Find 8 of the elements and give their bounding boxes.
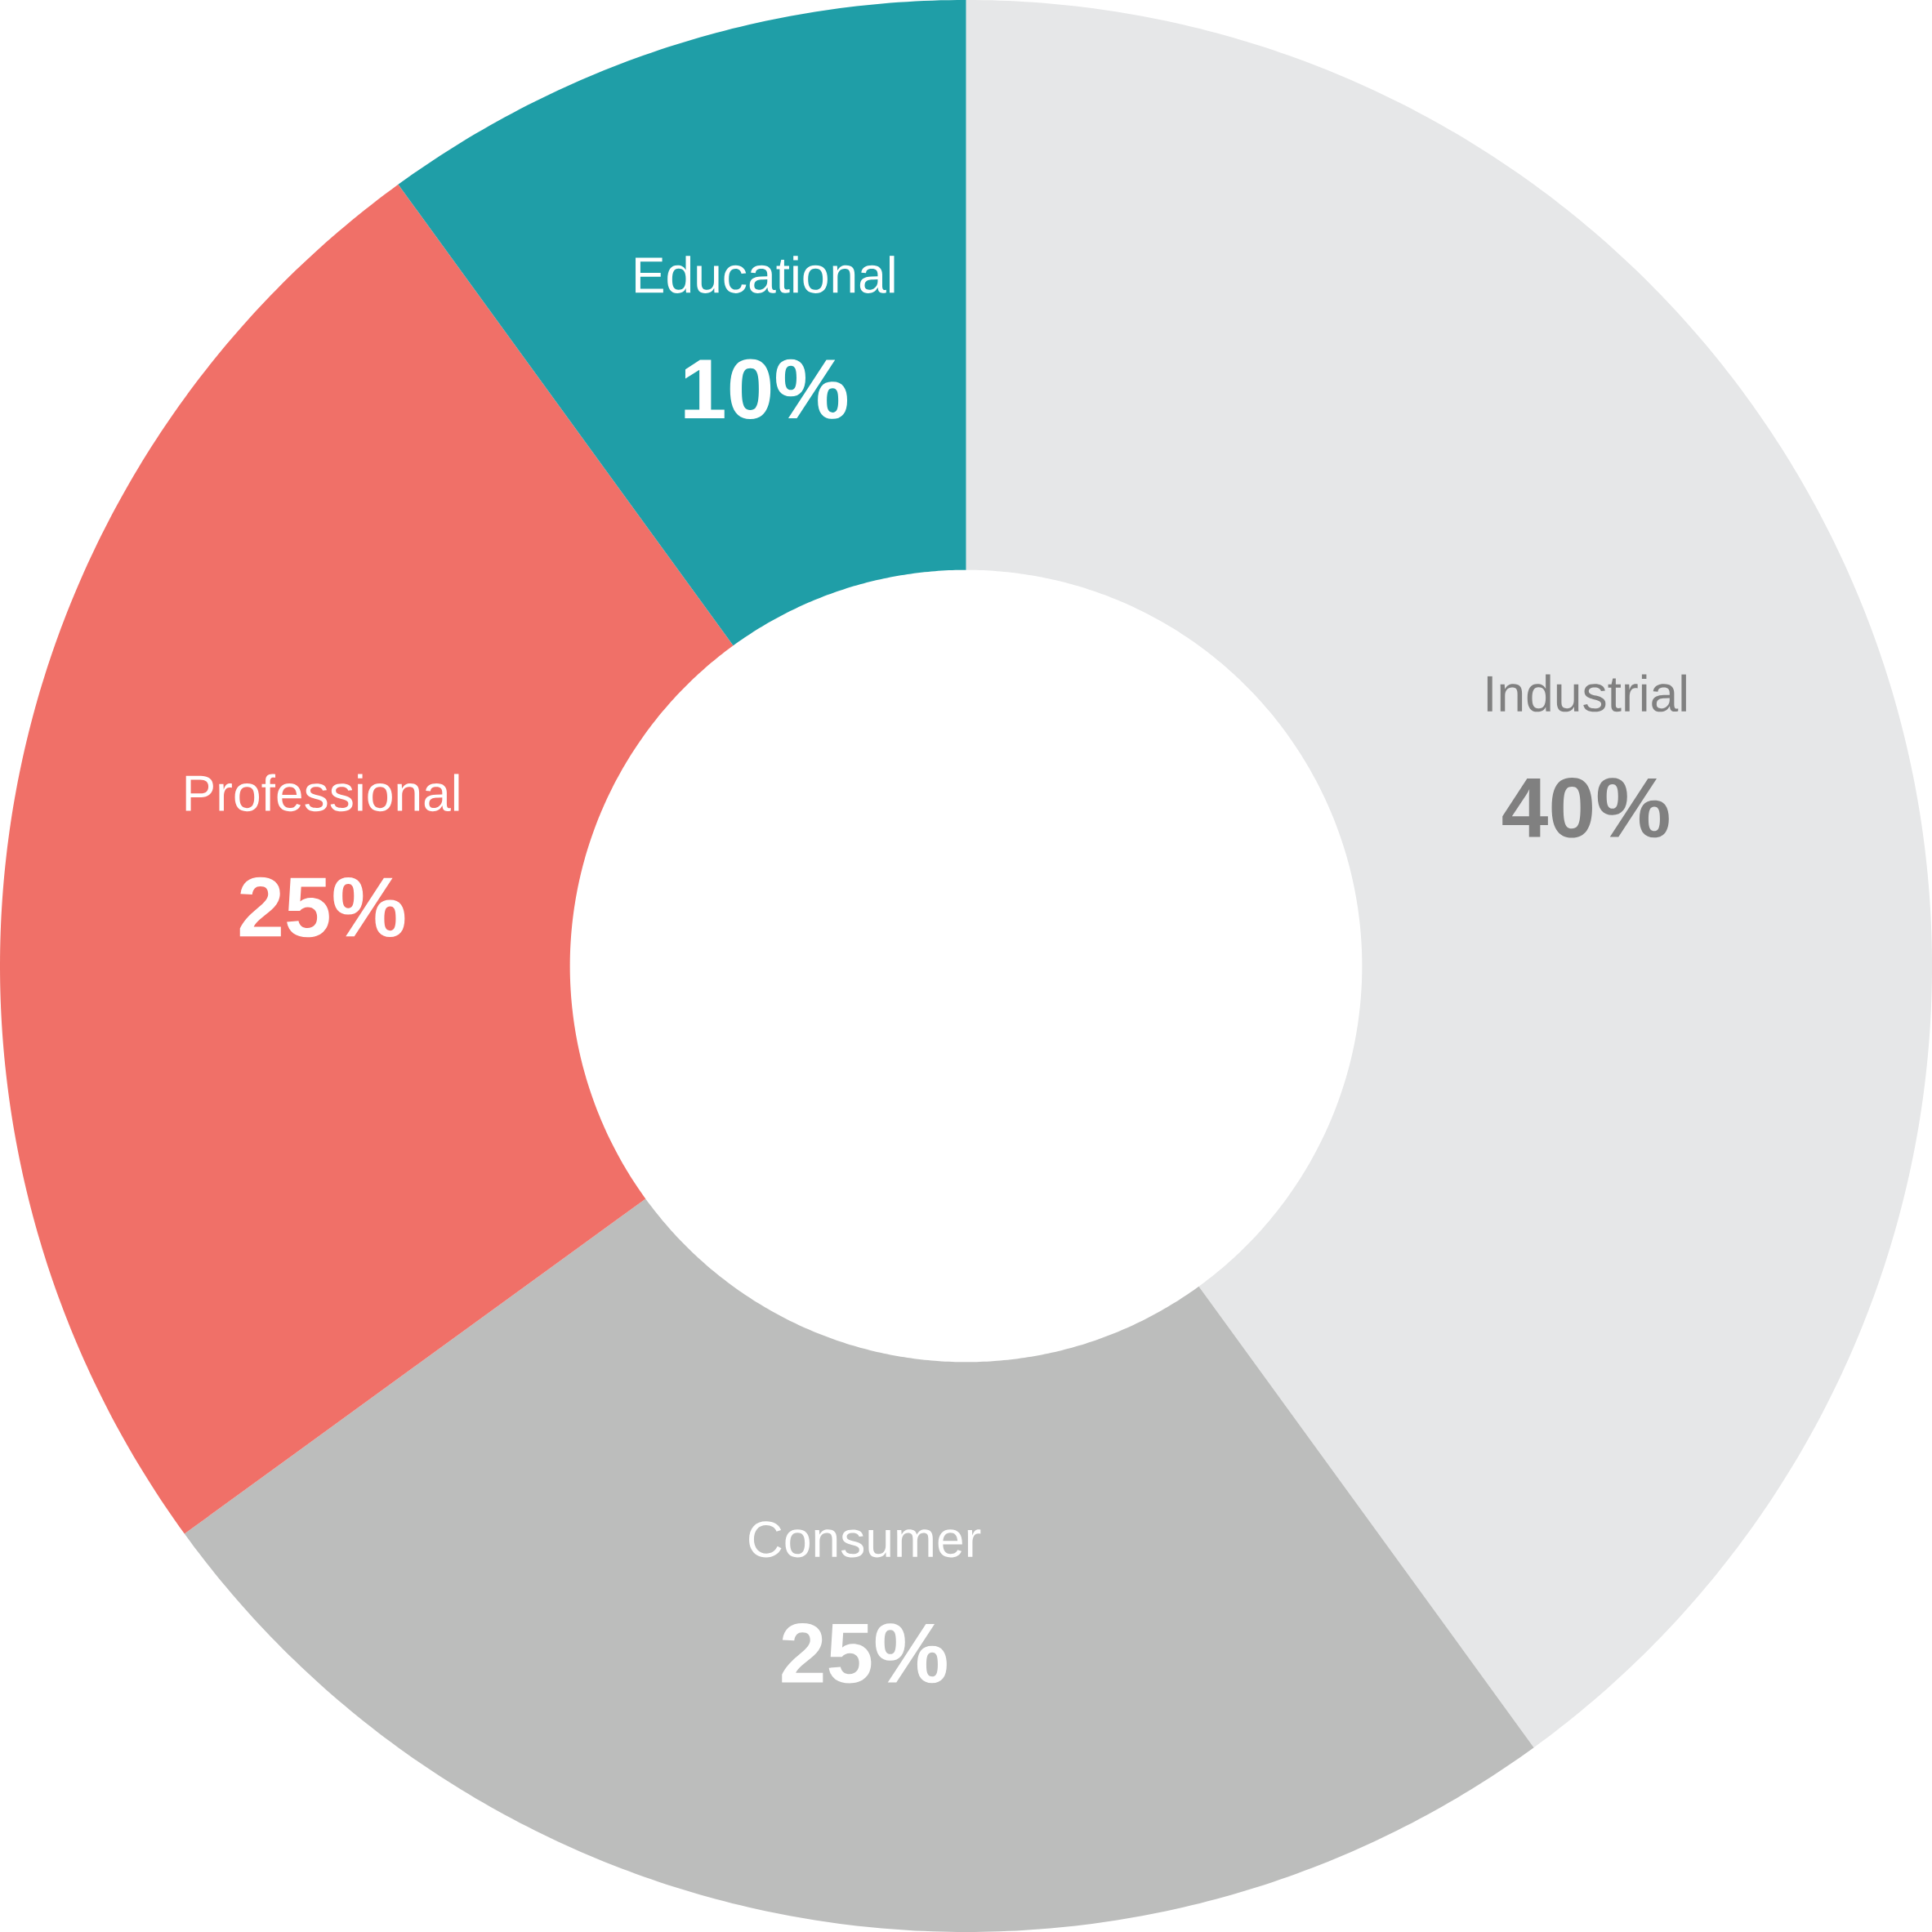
data-label: 40%	[1502, 777, 1669, 838]
slice-label: Educational	[636, 256, 895, 293]
slice-label: Consumer	[749, 1521, 981, 1558]
slice-label: Industrial	[1487, 674, 1686, 712]
data-label: 25%	[239, 877, 405, 938]
data-label: 25%	[782, 1623, 947, 1684]
data-label: 10%	[685, 359, 848, 420]
slice-label: Professional	[185, 774, 459, 812]
